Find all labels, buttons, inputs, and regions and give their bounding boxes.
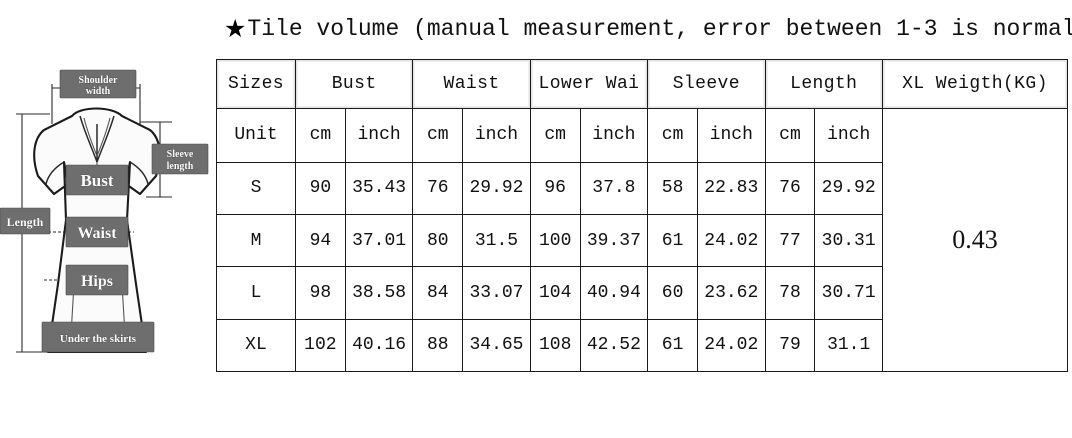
table-row: L 98 38.58 84 33.07 104 40.94 60 23.62 7… (216, 266, 1068, 320)
label-hips-text: Hips (81, 273, 113, 290)
cell-bust-inch: 35.43 (344, 161, 414, 215)
cell-sleeve-cm: 61 (647, 318, 699, 373)
cell-bust-cm: 98 (294, 266, 346, 320)
cell-length-inch: 29.92 (814, 161, 883, 215)
cell-waist-inch: 34.65 (462, 318, 531, 373)
cell-bust-cm: 90 (294, 161, 346, 215)
unit-waist-cm: cm (412, 108, 464, 163)
label-under-the-skirts: Under the skirts (41, 321, 155, 353)
unit-bust-inch: inch (344, 108, 414, 163)
cell-length-inch: 31.1 (814, 318, 883, 373)
unit-lower-waist-cm: cm (529, 108, 581, 163)
label-waist: Waist (65, 216, 129, 248)
label-under-the-skirts-text: Under the skirts (60, 333, 137, 345)
chart-title: ★ Tile volume (manual measurement, error… (224, 8, 1072, 50)
cell-sleeve-inch: 22.83 (697, 161, 766, 215)
label-sleeve-length-text-line2: length (167, 161, 194, 172)
cell-lower-waist-inch: 40.94 (579, 266, 649, 320)
cell-sleeve-inch: 23.62 (697, 266, 766, 320)
cell-sleeve-inch: 24.02 (697, 318, 766, 373)
row-size-label: S (216, 161, 296, 215)
cell-bust-inch: 38.58 (344, 266, 414, 320)
label-shoulder-width: Shoulder width (59, 69, 137, 99)
cell-waist-cm: 76 (412, 161, 464, 215)
cell-lower-waist-inch: 39.37 (579, 213, 649, 268)
table-row: M 94 37.01 80 31.5 100 39.37 61 24.02 77… (216, 213, 1068, 268)
cell-lower-waist-cm: 108 (529, 318, 581, 373)
cell-waist-inch: 29.92 (462, 161, 531, 215)
label-shoulder-width-text-line1: Shoulder (79, 75, 118, 86)
unit-lower-waist-inch: inch (579, 108, 649, 163)
cell-lower-waist-inch: 37.8 (579, 161, 649, 215)
header-sleeve: Sleeve (647, 58, 766, 110)
cell-length-inch: 30.71 (814, 266, 883, 320)
cell-length-cm: 76 (764, 161, 816, 215)
label-waist-text: Waist (77, 225, 117, 242)
xl-weight-value: 0.43 (881, 108, 1069, 372)
cell-sleeve-inch: 24.02 (697, 213, 766, 268)
header-length: Length (764, 58, 883, 110)
header-sizes: Sizes (216, 58, 296, 110)
cell-length-inch: 30.31 (814, 213, 883, 268)
unit-length-cm: cm (764, 108, 816, 163)
cell-length-cm: 77 (764, 213, 816, 268)
unit-length-inch: inch (814, 108, 883, 163)
cell-bust-inch: 40.16 (344, 318, 414, 373)
header-bust: Bust (294, 58, 414, 110)
row-size-label: M (216, 213, 296, 268)
unit-sleeve-inch: inch (697, 108, 766, 163)
header-xl-weight: XL Weigth(KG) (881, 58, 1069, 110)
label-bust-text: Bust (80, 171, 113, 190)
table-row: XL 102 40.16 88 34.65 108 42.52 61 24.02… (216, 318, 1068, 373)
header-waist: Waist (412, 58, 531, 110)
label-shoulder-width-text-line2: width (86, 86, 111, 97)
unit-bust-cm: cm (294, 108, 346, 163)
title-text: Tile volume (manual measurement, error b… (247, 16, 1072, 42)
cell-waist-inch: 31.5 (462, 213, 531, 268)
label-hips: Hips (65, 264, 129, 296)
garment-measurement-diagram: Shoulder width Sleeve length Bust Waist … (0, 52, 212, 372)
label-sleeve-length-text-line1: Sleeve (167, 149, 194, 160)
cell-length-cm: 78 (764, 266, 816, 320)
cell-lower-waist-cm: 96 (529, 161, 581, 215)
cell-length-cm: 79 (764, 318, 816, 373)
cell-bust-cm: 94 (294, 213, 346, 268)
cell-lower-waist-inch: 42.52 (579, 318, 649, 373)
cell-waist-cm: 84 (412, 266, 464, 320)
unit-waist-inch: inch (462, 108, 531, 163)
unit-sleeve-cm: cm (647, 108, 699, 163)
cell-lower-waist-cm: 100 (529, 213, 581, 268)
label-length: Length (0, 207, 51, 235)
star-icon: ★ (224, 15, 247, 43)
cell-waist-cm: 88 (412, 318, 464, 373)
table-header-row: Sizes Bust Waist Lower Wai Sleeve Length… (216, 58, 1069, 110)
label-sleeve-length: Sleeve length (151, 143, 209, 175)
header-lower-waist: Lower Wai (529, 58, 649, 110)
cell-bust-inch: 37.01 (344, 213, 414, 268)
cell-lower-waist-cm: 104 (529, 266, 581, 320)
cell-bust-cm: 102 (294, 318, 346, 373)
cell-waist-inch: 33.07 (462, 266, 531, 320)
unit-label: Unit (216, 108, 296, 163)
table-unit-row: Unit cm inch cm inch cm inch cm inch cm … (216, 108, 1069, 372)
cell-sleeve-cm: 60 (647, 266, 699, 320)
label-bust: Bust (65, 164, 129, 196)
label-length-text: Length (7, 215, 44, 229)
cell-sleeve-cm: 61 (647, 213, 699, 268)
size-chart-table: Sizes Bust Waist Lower Wai Sleeve Length… (216, 58, 1069, 373)
cell-waist-cm: 80 (412, 213, 464, 268)
size-chart-table-container: Sizes Bust Waist Lower Wai Sleeve Length… (216, 58, 1069, 373)
row-size-label: XL (216, 318, 296, 373)
cell-sleeve-cm: 58 (647, 161, 699, 215)
row-size-label: L (216, 266, 296, 320)
